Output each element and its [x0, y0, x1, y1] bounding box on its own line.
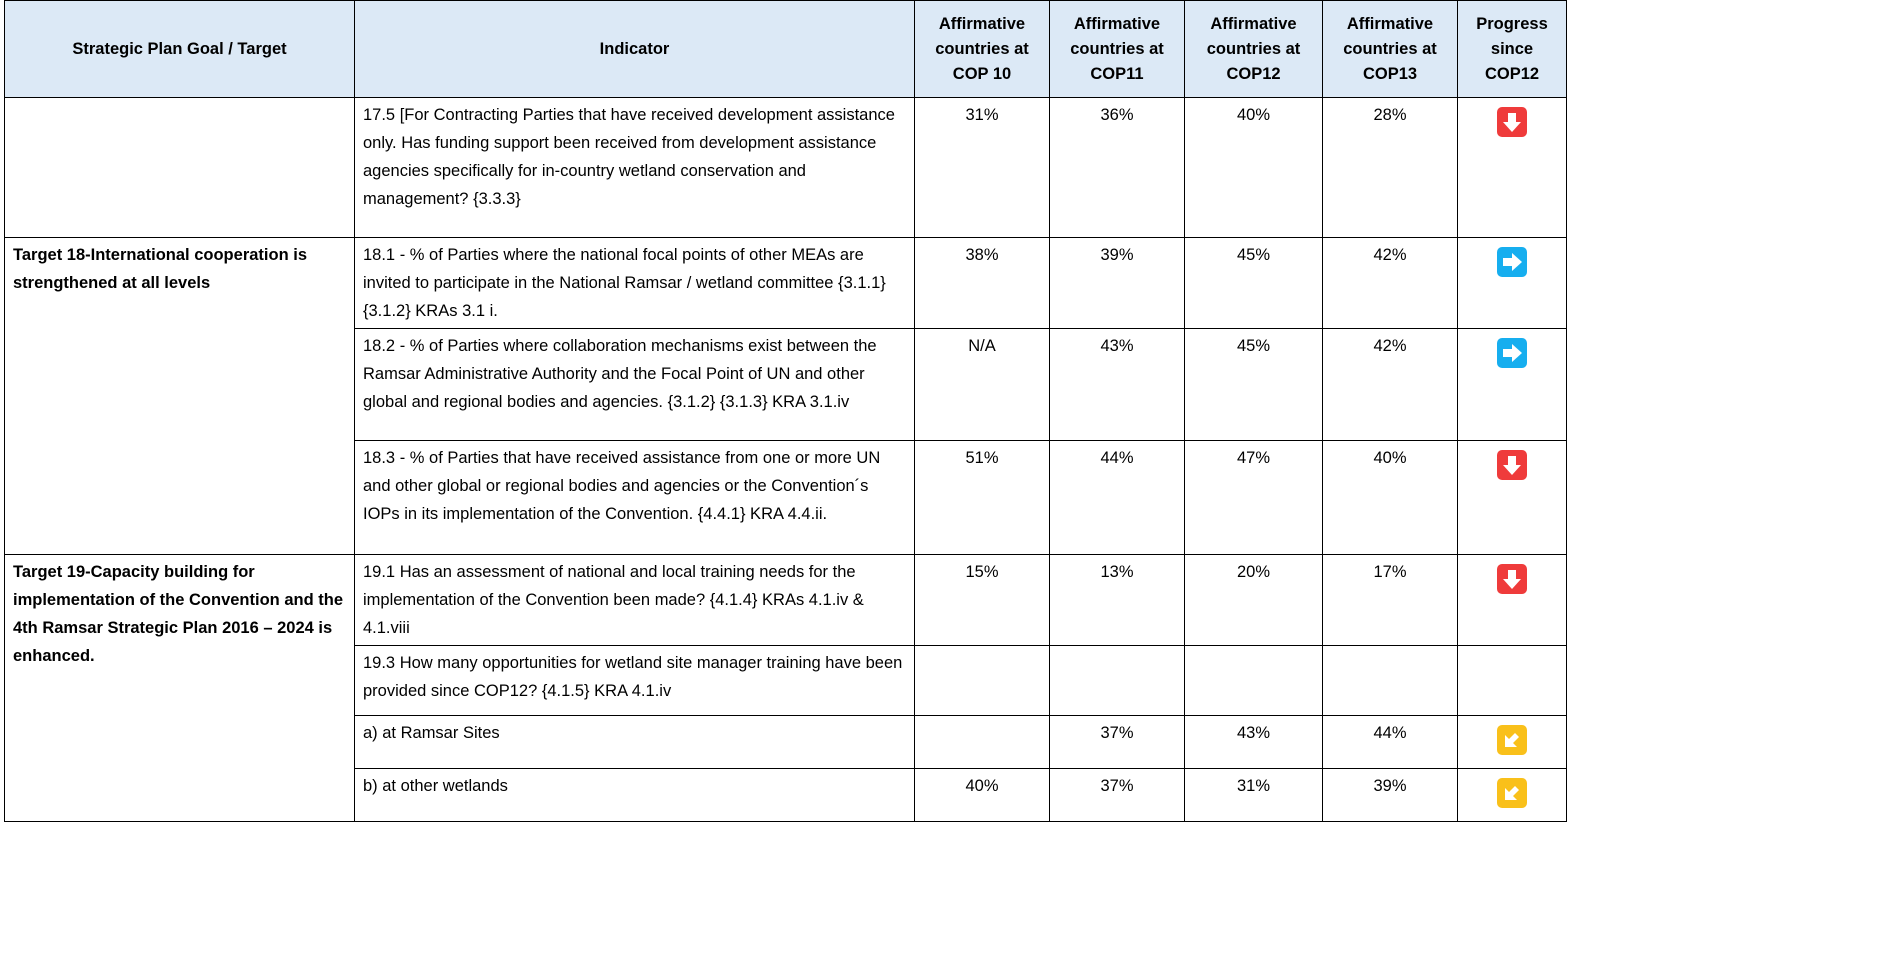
- indicator-cell: 19.3 How many opportunities for wetland …: [354, 645, 915, 716]
- goal-cell: Target 18-International cooperation is s…: [4, 237, 355, 555]
- progress-cell: [1457, 768, 1567, 822]
- progress-icon: [1497, 338, 1527, 368]
- indicator-cell: a) at Ramsar Sites: [354, 715, 915, 769]
- value-cell: 28%: [1322, 97, 1458, 238]
- column-header: Affirmative countries at COP11: [1049, 0, 1185, 98]
- progress-icon: [1497, 247, 1527, 277]
- value-cell: 42%: [1322, 237, 1458, 329]
- value-cell: 39%: [1322, 768, 1458, 822]
- value-cell: [1322, 645, 1458, 716]
- progress-cell: [1457, 715, 1567, 769]
- progress-cell: [1457, 645, 1567, 716]
- value-cell: 40%: [1184, 97, 1323, 238]
- indicator-cell: b) at other wetlands: [354, 768, 915, 822]
- value-cell: 17%: [1322, 554, 1458, 646]
- indicator-cell: 18.1 - % of Parties where the national f…: [354, 237, 915, 329]
- value-cell: [1184, 645, 1323, 716]
- table-row: Target 18-International cooperation is s…: [4, 237, 1567, 555]
- indicator-cell: 18.3 - % of Parties that have received a…: [354, 440, 915, 555]
- value-cell: 20%: [1184, 554, 1323, 646]
- value-cell: 31%: [1184, 768, 1323, 822]
- table-row: 19.3 How many opportunities for wetland …: [5, 645, 1567, 716]
- table-row: 17.5 [For Contracting Parties that have …: [4, 97, 1567, 238]
- value-cell: 40%: [1322, 440, 1458, 555]
- progress-cell: [1457, 97, 1567, 238]
- value-cell: 31%: [914, 97, 1050, 238]
- goal-cell: Target 19-Capacity building for implemen…: [4, 554, 355, 822]
- goal-cell: [4, 97, 355, 238]
- header-row: Strategic Plan Goal / Target Indicator Aff…: [4, 0, 1567, 98]
- table-row: a) at Ramsar Sites 37% 43% 44%: [5, 715, 1567, 769]
- indicator-cell: 19.1 Has an assessment of national and l…: [354, 554, 915, 646]
- value-cell: [914, 645, 1050, 716]
- value-cell: 39%: [1049, 237, 1185, 329]
- progress-cell: [1457, 237, 1567, 329]
- progress-icon: [1497, 564, 1527, 594]
- value-cell: 40%: [914, 768, 1050, 822]
- value-cell: 43%: [1049, 328, 1185, 441]
- value-cell: 36%: [1049, 97, 1185, 238]
- column-header: Progress since COP12: [1457, 0, 1567, 98]
- progress-cell: [1457, 440, 1567, 555]
- value-cell: 13%: [1049, 554, 1185, 646]
- value-cell: [1049, 645, 1185, 716]
- progress-icon: [1497, 107, 1527, 137]
- value-cell: 51%: [914, 440, 1050, 555]
- progress-icon: [1497, 778, 1527, 808]
- value-cell: 37%: [1049, 768, 1185, 822]
- table-row: Target 19-Capacity building for implemen…: [4, 554, 1567, 822]
- value-cell: 44%: [1049, 440, 1185, 555]
- column-header: Affirmative countries at COP 10: [914, 0, 1050, 98]
- column-header: Affirmative countries at COP13: [1322, 0, 1458, 98]
- table-row: 18.3 - % of Parties that have received a…: [5, 440, 1567, 555]
- column-header: Affirmative countries at COP12: [1184, 0, 1323, 98]
- value-cell: 47%: [1184, 440, 1323, 555]
- value-cell: 42%: [1322, 328, 1458, 441]
- value-cell: 45%: [1184, 237, 1323, 329]
- progress-icon: [1497, 725, 1527, 755]
- table-body: 17.5 [For Contracting Parties that have …: [4, 97, 1567, 822]
- value-cell: N/A: [914, 328, 1050, 441]
- column-header: Strategic Plan Goal / Target: [4, 0, 355, 98]
- value-cell: [914, 715, 1050, 769]
- value-cell: 45%: [1184, 328, 1323, 441]
- progress-icon: [1497, 450, 1527, 480]
- value-cell: 15%: [914, 554, 1050, 646]
- indicator-cell: 18.2 - % of Parties where collaboration …: [354, 328, 915, 441]
- value-cell: 43%: [1184, 715, 1323, 769]
- progress-cell: [1457, 328, 1567, 441]
- value-cell: 37%: [1049, 715, 1185, 769]
- results-table: Strategic Plan Goal / Target Indicator Aff…: [4, 0, 1567, 822]
- progress-cell: [1457, 554, 1567, 646]
- column-header: Indicator: [354, 0, 915, 98]
- indicator-cell: 17.5 [For Contracting Parties that have …: [354, 97, 915, 238]
- value-cell: 38%: [914, 237, 1050, 329]
- table-row: b) at other wetlands 40% 37% 31% 39%: [5, 768, 1567, 822]
- table-row: 18.2 - % of Parties where collaboration …: [5, 328, 1567, 441]
- value-cell: 44%: [1322, 715, 1458, 769]
